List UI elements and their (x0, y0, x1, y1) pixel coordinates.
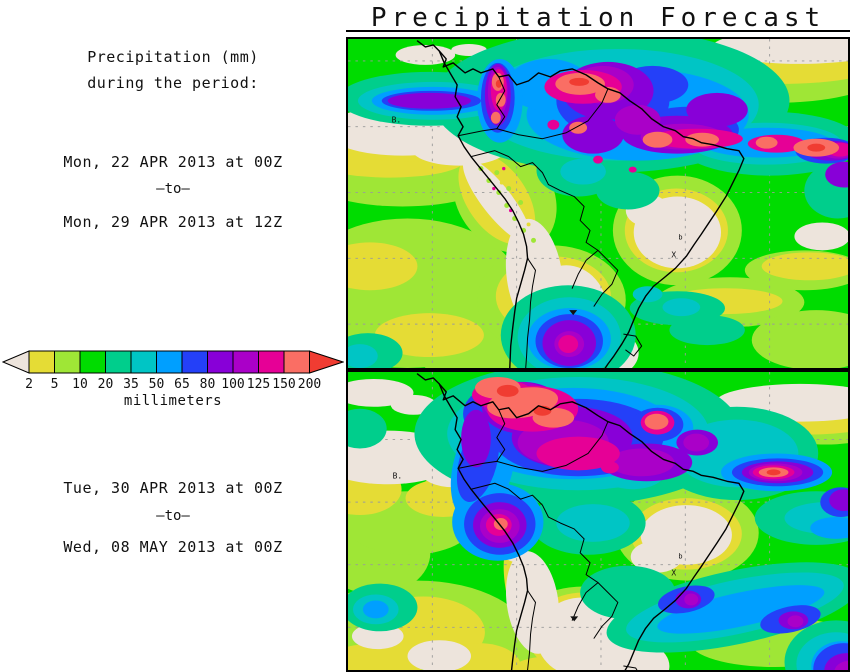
colorbar-cell (54, 350, 81, 374)
period1-separator: –to– (156, 181, 190, 197)
colorbar-tick-label: 80 (199, 377, 216, 392)
lower-marker-b: B. (393, 471, 403, 480)
colorbar-tick-label: 150 (272, 377, 296, 392)
sidebar-heading-line1: Precipitation (mm) (87, 48, 259, 66)
colorbar-tick-label: 20 (97, 377, 114, 392)
title-underline (346, 30, 850, 32)
colorbar-tick-label: 2 (25, 377, 33, 392)
upper-andes-speckles (478, 166, 536, 243)
forecast-map-lower-svg: B. b X (348, 372, 848, 670)
colorbar-cell (105, 350, 132, 374)
period1-start: Mon, 22 APR 2013 at 00Z (63, 153, 283, 171)
south-america-coastline (416, 40, 745, 368)
colorbar-below-arrow-icon (1, 350, 30, 374)
colorbar-cell (130, 350, 157, 374)
colorbar-tick-label: 35 (123, 377, 139, 392)
colorbar-cell (232, 350, 259, 374)
colorbar-tick-label: 5 (50, 377, 59, 392)
colorbar-cell (258, 350, 285, 374)
colorbar-tick-label: 200 (297, 377, 322, 392)
colorbar-tick-label: 100 (221, 377, 245, 392)
lower-marker-x: X (671, 569, 676, 578)
colorbar-labels: 2 5 10 20 35 50 65 80 100 125 150 200 (0, 377, 346, 393)
colorbar (1, 349, 345, 375)
lower-wet-zones (348, 372, 848, 670)
colorbar-cell (207, 350, 234, 374)
forecast-map-upper: B. b X (346, 37, 850, 370)
period2-separator: –to– (156, 508, 190, 524)
colorbar-cell (28, 350, 55, 374)
upper-wet-zones (348, 39, 848, 368)
period1-end: Mon, 29 APR 2013 at 12Z (63, 213, 283, 231)
colorbar-above-arrow-icon (309, 350, 345, 374)
forecast-map-lower: B. b X (346, 370, 850, 672)
colorbar-svg (1, 350, 345, 374)
lower-marker-small-b: b (678, 553, 682, 561)
period2-start: Tue, 30 APR 2013 at 00Z (63, 479, 283, 497)
colorbar-cell (79, 350, 106, 374)
upper-marker-b: B. (392, 116, 402, 125)
colorbar-cell (181, 350, 208, 374)
colorbar-tick-label: 65 (174, 377, 190, 392)
upper-marker-small-b: b (678, 233, 682, 241)
colorbar-tick-label: 10 (72, 377, 88, 392)
upper-marker-x: X (671, 250, 676, 259)
period2-end: Wed, 08 MAY 2013 at 00Z (63, 538, 283, 556)
lower-marker-triangle-icon (570, 616, 579, 622)
colorbar-cell (156, 350, 183, 374)
colorbar-unit-label: millimeters (123, 393, 223, 409)
page-title: Precipitation Forecast (370, 3, 826, 33)
upper-marker-triangle-icon (569, 310, 578, 316)
colorbar-tick-label: 125 (246, 377, 271, 392)
colorbar-tick-label: 50 (148, 377, 165, 392)
colorbar-cell (283, 350, 310, 374)
upper-gridlines (348, 39, 848, 368)
sidebar: Precipitation (mm) during the period: Mo… (0, 0, 346, 672)
forecast-map-upper-svg: B. b X (348, 39, 848, 368)
sidebar-heading-line2: during the period: (87, 74, 259, 92)
